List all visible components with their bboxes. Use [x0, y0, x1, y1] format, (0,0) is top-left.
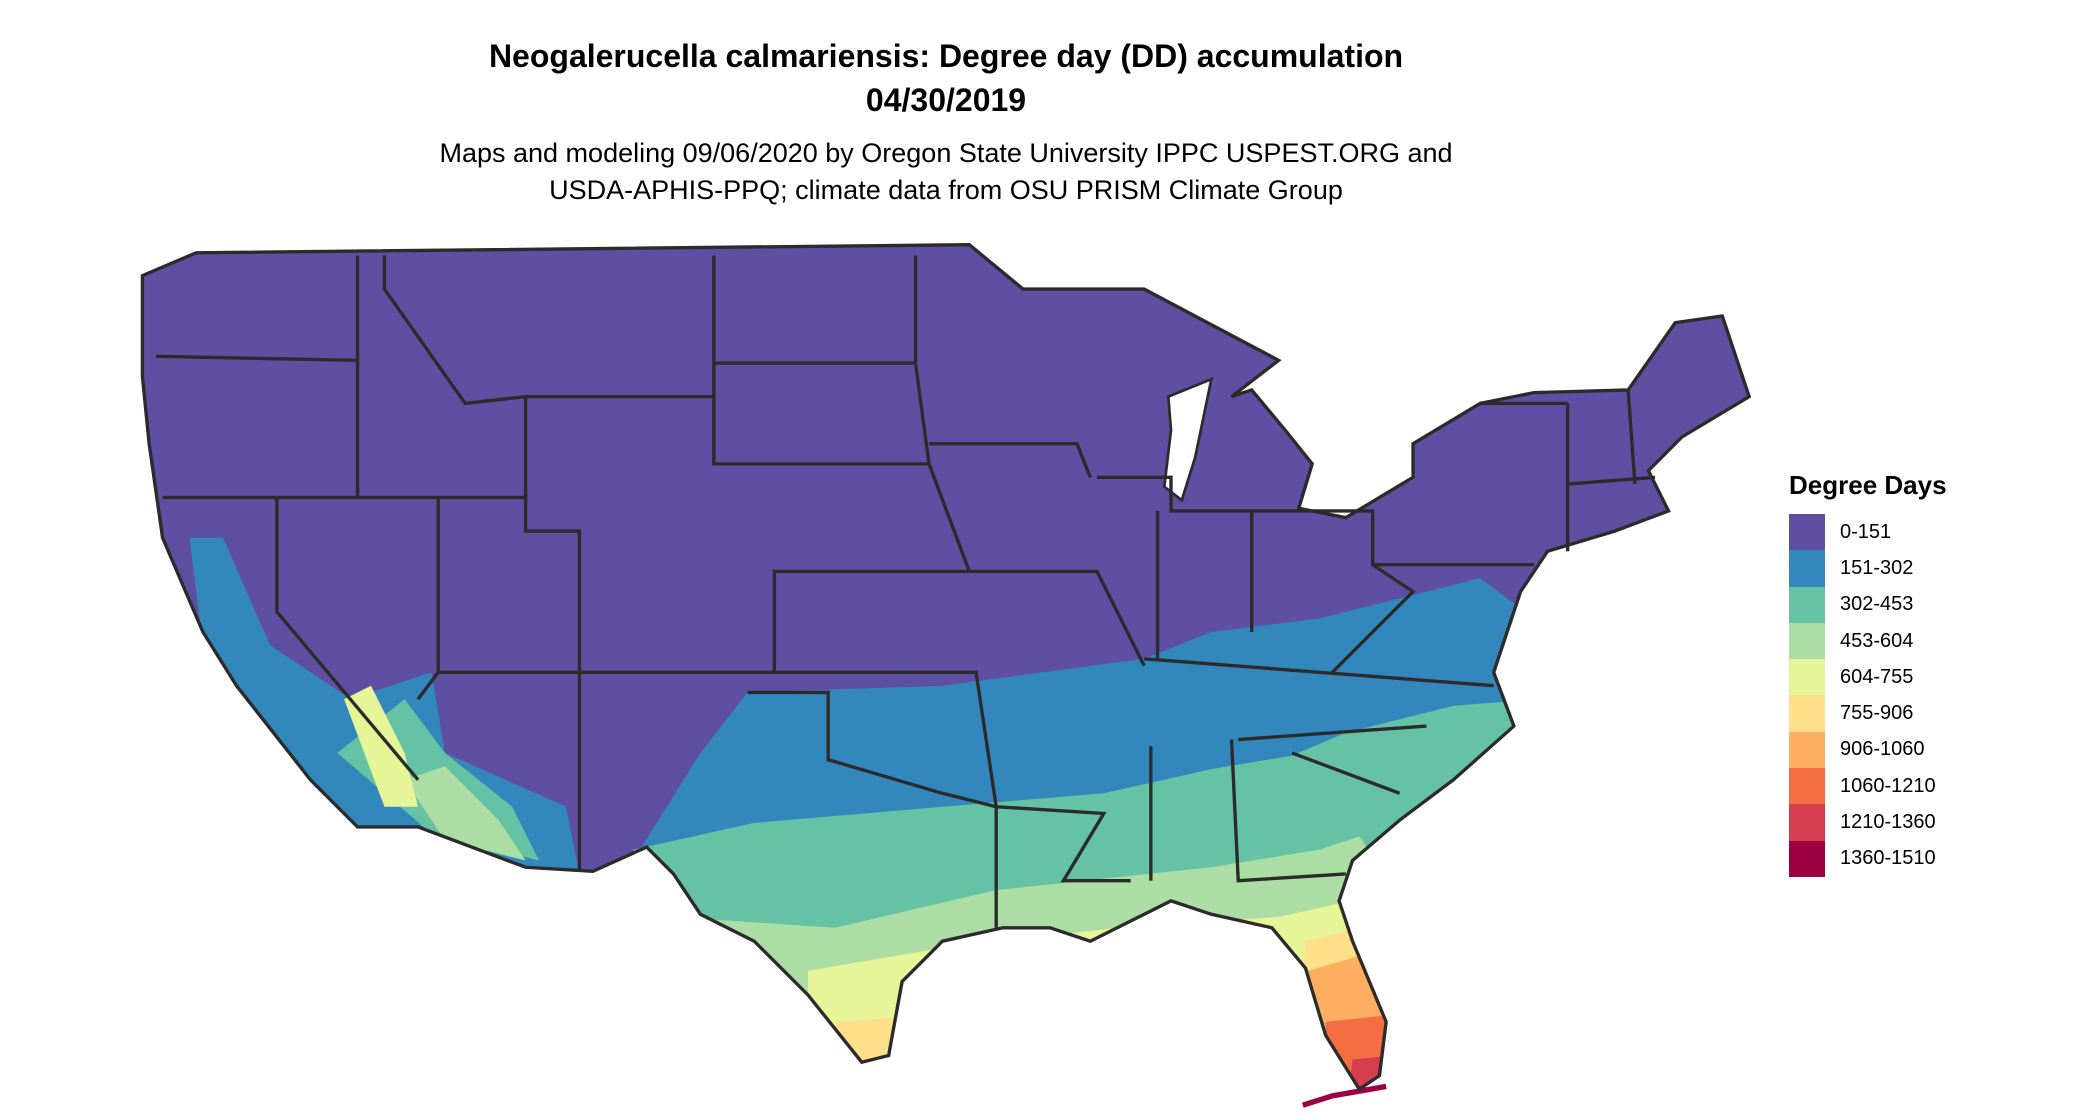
state-borders: [155, 255, 1656, 928]
legend-label: 1060-1210: [1840, 774, 1936, 797]
map-date: 04/30/2019: [865, 82, 1027, 118]
legend-swatch: [1789, 840, 1825, 877]
legend-swatch: [1789, 731, 1825, 769]
legend-item: 1360-1510: [1789, 840, 1947, 877]
legend-item: 0-151: [1789, 514, 1947, 551]
legend-item: 604-755: [1789, 659, 1947, 696]
legend-swatch: [1789, 586, 1825, 623]
legend-item: 302-453: [1789, 586, 1947, 623]
legend-item: 906-1060: [1789, 731, 1947, 769]
map-title: Neogalerucella calmariensis: Degree day …: [488, 38, 1404, 74]
legend-label: 453-604: [1840, 629, 1914, 652]
legend-label: 604-755: [1840, 665, 1914, 688]
legend-label: 755-906: [1840, 702, 1914, 725]
legend-swatch: [1789, 622, 1825, 660]
subtitle-line-2: USDA-APHIS-PPQ; climate data from OSU PR…: [549, 175, 1343, 205]
band-1210-1360: [1345, 1055, 1400, 1090]
legend-label: 0-151: [1840, 520, 1892, 543]
legend-item: 755-906: [1789, 695, 1947, 732]
legend-swatch: [1789, 514, 1825, 551]
lake-michigan: [1162, 376, 1214, 503]
legend-swatch: [1789, 695, 1825, 732]
legend-swatch: [1789, 804, 1825, 841]
legend-swatch: [1789, 550, 1825, 587]
legend-label: 1210-1360: [1840, 811, 1936, 834]
legend-item: 1060-1210: [1789, 768, 1947, 805]
legend-item: 1210-1360: [1789, 804, 1947, 841]
legend-label: 302-453: [1840, 593, 1914, 616]
legend: Degree Days 0-151 151-302 302-453 453-604 60…: [1789, 470, 1947, 877]
legend-label: 906-1060: [1840, 738, 1925, 761]
legend-swatch: [1789, 659, 1825, 696]
legend-item: 453-604: [1789, 622, 1947, 660]
subtitle-line-1: Maps and modeling 09/06/2020 by Oregon S…: [439, 138, 1453, 168]
legend-swatch: [1789, 768, 1825, 805]
legend-title: Degree Days: [1789, 470, 1947, 500]
band-755-906: [821, 927, 1400, 1090]
legend-label: 151-302: [1840, 556, 1914, 579]
legend-item: 151-302: [1789, 550, 1947, 587]
florida-keys: [1301, 1083, 1387, 1108]
legend-label: 1360-1510: [1840, 847, 1936, 870]
us-outline: [140, 243, 1752, 1092]
